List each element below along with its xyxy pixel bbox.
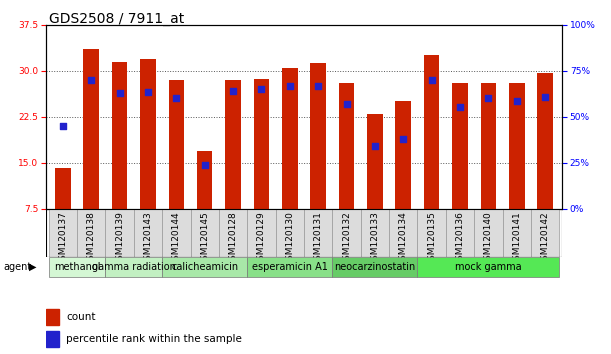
Bar <box>46 309 59 325</box>
Bar <box>84 49 99 209</box>
Text: percentile rank within the sample: percentile rank within the sample <box>67 334 243 344</box>
Bar <box>46 331 59 347</box>
Text: GSM120132: GSM120132 <box>342 211 351 266</box>
Point <box>172 96 181 101</box>
Text: GSM120141: GSM120141 <box>512 211 521 266</box>
Bar <box>509 83 524 209</box>
Bar <box>332 209 360 257</box>
Bar <box>55 168 71 209</box>
Bar <box>537 73 553 209</box>
Bar <box>49 257 105 277</box>
Point <box>455 104 465 109</box>
Point <box>512 98 522 104</box>
Bar <box>169 80 184 209</box>
Bar <box>191 209 219 257</box>
Bar <box>367 114 382 209</box>
Point <box>426 77 436 83</box>
Bar <box>360 209 389 257</box>
Text: GSM120139: GSM120139 <box>115 211 124 266</box>
Bar <box>140 58 156 209</box>
Bar <box>219 209 247 257</box>
Bar <box>247 209 276 257</box>
Bar <box>531 209 559 257</box>
Point <box>58 123 68 129</box>
Text: mock gamma: mock gamma <box>455 262 522 272</box>
Text: GSM120133: GSM120133 <box>370 211 379 266</box>
Point <box>200 162 210 167</box>
Bar <box>134 209 162 257</box>
Point <box>257 86 266 92</box>
Bar <box>105 209 134 257</box>
Point <box>370 143 380 149</box>
Bar <box>389 209 417 257</box>
Text: esperamicin A1: esperamicin A1 <box>252 262 327 272</box>
Bar <box>417 257 559 277</box>
Point <box>398 136 408 142</box>
Bar <box>49 209 77 257</box>
Text: GSM120137: GSM120137 <box>58 211 67 266</box>
Text: GDS2508 / 7911_at: GDS2508 / 7911_at <box>49 12 184 27</box>
Text: GSM120134: GSM120134 <box>399 211 408 266</box>
Bar <box>304 209 332 257</box>
Bar <box>417 209 446 257</box>
Bar <box>310 63 326 209</box>
Text: agent: agent <box>3 262 31 272</box>
Bar <box>225 80 241 209</box>
Bar <box>197 150 213 209</box>
Text: GSM120129: GSM120129 <box>257 211 266 266</box>
Text: GSM120140: GSM120140 <box>484 211 493 266</box>
Bar <box>276 209 304 257</box>
Text: GSM120144: GSM120144 <box>172 211 181 266</box>
Bar <box>481 83 496 209</box>
Bar <box>282 68 298 209</box>
Text: GSM120130: GSM120130 <box>285 211 295 266</box>
Bar <box>332 257 417 277</box>
Text: gamma radiation: gamma radiation <box>92 262 176 272</box>
Bar <box>162 209 191 257</box>
Point <box>313 84 323 89</box>
Text: GSM120136: GSM120136 <box>455 211 464 266</box>
Text: GSM120135: GSM120135 <box>427 211 436 266</box>
Text: GSM120145: GSM120145 <box>200 211 209 266</box>
Text: ▶: ▶ <box>29 262 37 272</box>
Text: methanol: methanol <box>54 262 100 272</box>
Text: GSM120138: GSM120138 <box>87 211 96 266</box>
Point <box>285 84 295 89</box>
Text: GSM120143: GSM120143 <box>144 211 153 266</box>
Text: neocarzinostatin: neocarzinostatin <box>334 262 415 272</box>
Bar <box>502 209 531 257</box>
Point <box>115 90 125 96</box>
Text: calicheamicin: calicheamicin <box>171 262 238 272</box>
Point <box>483 96 493 101</box>
Point <box>228 88 238 94</box>
Bar <box>254 79 269 209</box>
Bar <box>338 83 354 209</box>
Text: GSM120131: GSM120131 <box>313 211 323 266</box>
Text: GSM120142: GSM120142 <box>541 211 550 266</box>
Bar <box>162 257 247 277</box>
Point <box>540 95 550 100</box>
Bar <box>105 257 162 277</box>
Bar <box>395 102 411 209</box>
Bar <box>247 257 332 277</box>
Bar <box>474 209 502 257</box>
Bar <box>112 62 127 209</box>
Bar <box>77 209 105 257</box>
Bar <box>424 56 439 209</box>
Bar <box>452 83 468 209</box>
Point <box>143 89 153 95</box>
Point <box>342 101 351 107</box>
Text: count: count <box>67 312 96 322</box>
Point <box>86 77 96 83</box>
Text: GSM120128: GSM120128 <box>229 211 238 266</box>
Bar <box>446 209 474 257</box>
